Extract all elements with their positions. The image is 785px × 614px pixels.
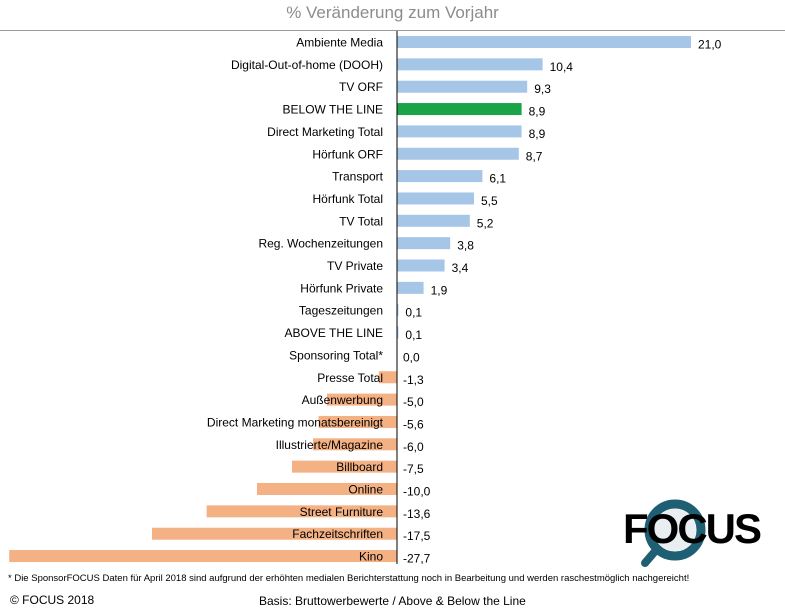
category-label: Hörfunk Private <box>300 281 383 295</box>
bar <box>397 326 399 339</box>
bar <box>327 393 397 406</box>
bar <box>397 259 445 272</box>
value-label: 5,2 <box>477 216 494 230</box>
logo-lens-ring <box>644 499 706 561</box>
chart-title: % Veränderung zum Vorjahr <box>286 3 499 22</box>
category-label: Presse Total <box>317 371 383 385</box>
category-label: TV ORF <box>339 80 383 94</box>
category-label: TV Private <box>327 259 383 273</box>
bar <box>397 304 399 317</box>
bars <box>9 36 691 563</box>
value-label: 0,1 <box>405 328 422 342</box>
title-divider <box>0 30 785 31</box>
value-label: 3,4 <box>452 261 469 275</box>
category-label: Illustrierte/Magazine <box>276 438 384 452</box>
bar <box>397 214 470 227</box>
value-label: -1,3 <box>403 373 424 387</box>
category-label: Sponsoring Total* <box>289 348 383 362</box>
value-label: -6,0 <box>403 440 424 454</box>
bar <box>397 103 522 116</box>
value-label: 5,5 <box>481 194 498 208</box>
value-label: -5,0 <box>403 395 424 409</box>
bar <box>292 460 397 473</box>
value-label: 6,1 <box>489 172 506 186</box>
category-labels: Ambiente Media Digital-Out-of-home (DOOH)… <box>207 36 384 564</box>
bar <box>397 58 543 71</box>
bar <box>397 170 483 183</box>
logo-lens-handle <box>641 545 661 567</box>
value-label: -10,0 <box>403 485 431 499</box>
value-label: 8,7 <box>526 149 543 163</box>
bar <box>397 281 424 294</box>
bar <box>378 371 397 384</box>
category-label: Direct Marketing Total <box>267 125 383 139</box>
value-label: 8,9 <box>529 105 546 119</box>
value-label: 21,0 <box>698 38 722 52</box>
category-label: Street Furniture <box>300 505 384 519</box>
bar <box>206 505 397 518</box>
value-label: -5,6 <box>403 417 424 431</box>
bar <box>313 438 397 451</box>
value-label: -13,6 <box>403 507 431 521</box>
bar <box>397 192 474 205</box>
value-label: -27,7 <box>403 552 431 566</box>
category-label: Reg. Wochenzeitungen <box>258 237 383 251</box>
category-label: ABOVE THE LINE <box>285 326 383 340</box>
category-label: Online <box>348 483 383 497</box>
category-label: Hörfunk Total <box>313 192 383 206</box>
bar <box>9 550 397 563</box>
category-label: Kino <box>359 550 383 564</box>
category-label: Fachzeitschriften <box>292 527 383 541</box>
value-label: 3,8 <box>457 239 474 253</box>
copyright: © FOCUS 2018 <box>10 593 95 607</box>
value-label: 10,4 <box>550 60 574 74</box>
category-label: Außenwerbung <box>302 393 383 407</box>
category-label: Transport <box>332 170 384 184</box>
bar <box>397 36 691 48</box>
category-label: Ambiente Media <box>296 36 383 50</box>
category-label: Hörfunk ORF <box>312 147 383 161</box>
bar <box>397 80 528 93</box>
value-labels: 21,0 10,4 9,3 8,9 8,9 8,7 6,1 5,5 5,23,8 3,4 1,9 0,… <box>403 38 722 566</box>
value-label: 0,1 <box>405 306 422 320</box>
category-label: Direct Marketing monatsbereinigt <box>207 415 384 429</box>
category-label: Billboard <box>336 460 383 474</box>
bar <box>397 237 451 250</box>
value-label: 0,0 <box>403 350 420 364</box>
focus-logo: FOCUS <box>623 499 763 567</box>
logo-lens <box>654 509 696 551</box>
bar <box>318 415 397 428</box>
category-label: BELOW THE LINE <box>283 103 383 117</box>
category-label: Digital-Out-of-home (DOOH) <box>231 58 383 72</box>
bar <box>397 147 519 160</box>
value-label: 8,9 <box>529 127 546 141</box>
bar-chart: Ambiente Media Digital-Out-of-home (DOOH)… <box>9 31 722 566</box>
category-label: Tageszeitungen <box>299 304 383 318</box>
category-label: TV Total <box>339 214 383 228</box>
footnote: * Die SponsorFOCUS Daten für April 2018 … <box>8 573 690 584</box>
bar <box>257 483 397 495</box>
logo-wordmark: FOCUS <box>623 505 761 552</box>
value-label: -7,5 <box>403 462 424 476</box>
bar <box>152 527 397 540</box>
bar <box>397 125 522 138</box>
basis-note: Basis: Bruttowerbewerte / Above & Below … <box>259 594 526 608</box>
value-label: -17,5 <box>403 529 431 543</box>
value-label: 1,9 <box>431 283 448 297</box>
value-label: 9,3 <box>534 82 551 96</box>
